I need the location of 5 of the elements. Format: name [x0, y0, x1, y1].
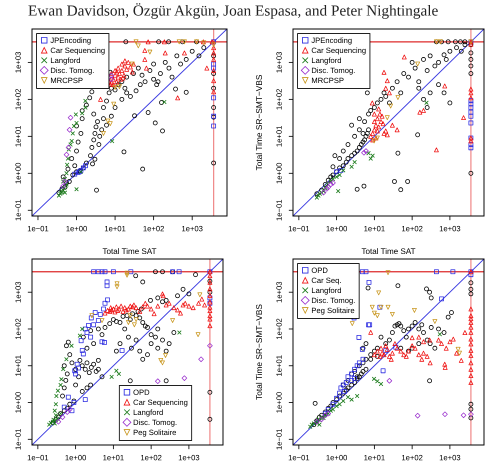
text: Ewan Davidson, Özgür Akgün, Joan Espasa, and Peter Nightingale: [28, 3, 438, 19]
y-axis-title: Total Time SR−SMT−VBS: [256, 74, 262, 170]
x-axis-title: Total Time SAT: [362, 248, 416, 254]
x-axis-title: Total Time SAT: [102, 248, 156, 254]
y-axis-title: Total Time SR−SMT−VBS: [256, 304, 262, 400]
